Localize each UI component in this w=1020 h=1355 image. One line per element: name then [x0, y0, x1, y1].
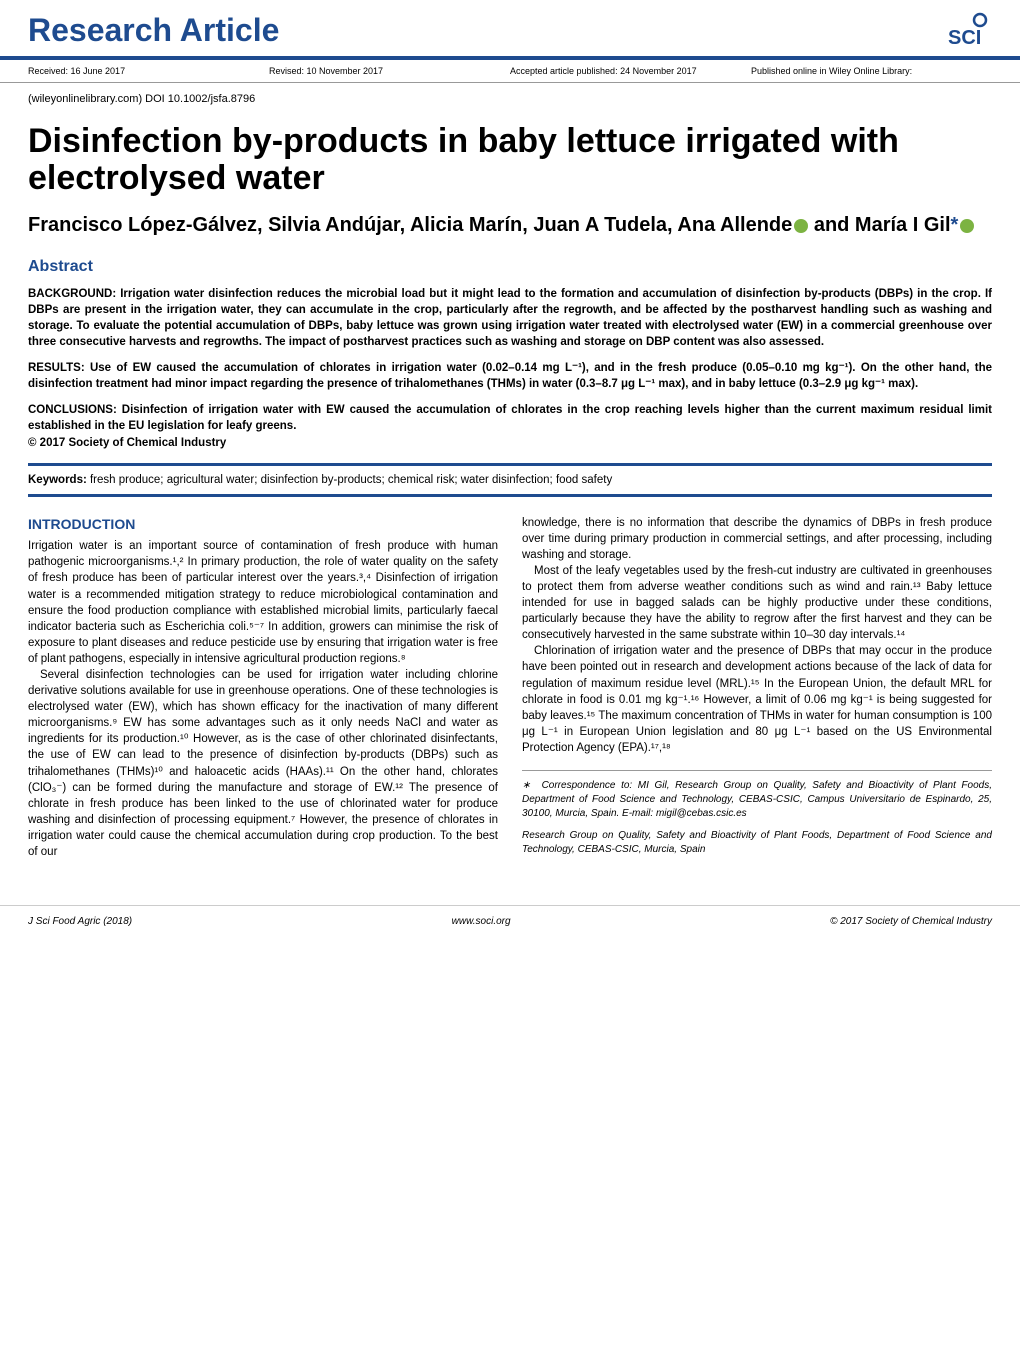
intro-p5: Chlorination of irrigation water and the… — [522, 643, 992, 756]
correspondence-text: ∗ Correspondence to: MI Gil, Research Gr… — [522, 779, 992, 821]
orcid-icon — [960, 219, 974, 233]
abstract-conclusions: CONCLUSIONS: Disinfection of irrigation … — [28, 402, 992, 450]
keywords-row: Keywords: fresh produce; agricultural wa… — [28, 463, 992, 497]
corresponding-asterisk: * — [951, 214, 959, 236]
intro-p3: knowledge, there is no information that … — [522, 515, 992, 563]
copyright-text: © 2017 Society of Chemical Industry — [28, 437, 226, 449]
meta-accepted: Accepted article published: 24 November … — [510, 66, 751, 76]
article-type: Research Article — [28, 12, 279, 49]
keywords-text: fresh produce; agricultural water; disin… — [87, 474, 612, 486]
meta-published: Published online in Wiley Online Library… — [751, 66, 992, 76]
article-title: Disinfection by-products in baby lettuce… — [28, 123, 992, 198]
abstract-results: RESULTS: Use of EW caused the accumulati… — [28, 360, 992, 392]
intro-p1: Irrigation water is an important source … — [28, 538, 498, 667]
header-bar: Research Article SCI — [0, 0, 1020, 60]
keywords-label: Keywords: — [28, 474, 87, 486]
doi-line: (wileyonlinelibrary.com) DOI 10.1002/jsf… — [0, 83, 1020, 115]
footer-right: © 2017 Society of Chemical Industry — [830, 916, 992, 927]
authors-last: and María I Gil — [808, 214, 950, 236]
meta-revised: Revised: 10 November 2017 — [269, 66, 510, 76]
intro-p2: Several disinfection technologies can be… — [28, 667, 498, 860]
page-footer: J Sci Food Agric (2018) www.soci.org © 2… — [0, 905, 1020, 937]
intro-p4: Most of the leafy vegetables used by the… — [522, 563, 992, 643]
meta-received: Received: 16 June 2017 — [28, 66, 269, 76]
correspondence-p1: Correspondence to: MI Gil, Research Grou… — [522, 780, 992, 819]
meta-row: Received: 16 June 2017 Revised: 10 Novem… — [0, 60, 1020, 83]
abstract-background: BACKGROUND: Irrigation water disinfectio… — [28, 286, 992, 350]
abstract-heading: Abstract — [28, 258, 992, 276]
authors-list: Francisco López-Gálvez, Silvia Andújar, … — [28, 214, 792, 236]
correspondence-block: ∗ Correspondence to: MI Gil, Research Gr… — [522, 770, 992, 857]
authors: Francisco López-Gálvez, Silvia Andújar, … — [28, 212, 992, 238]
footer-center: www.soci.org — [452, 916, 511, 927]
introduction-heading: INTRODUCTION — [28, 515, 498, 535]
orcid-icon — [794, 219, 808, 233]
affiliation-text: Research Group on Quality, Safety and Bi… — [522, 829, 992, 857]
left-column: INTRODUCTION Irrigation water is an impo… — [28, 515, 498, 865]
main-content: Disinfection by-products in baby lettuce… — [0, 115, 1020, 885]
right-column: knowledge, there is no information that … — [522, 515, 992, 865]
conclusions-text: CONCLUSIONS: Disinfection of irrigation … — [28, 404, 992, 432]
sci-logo: SCI — [944, 12, 992, 52]
footer-left: J Sci Food Agric (2018) — [28, 916, 132, 927]
svg-text:SCI: SCI — [948, 27, 981, 49]
two-column-body: INTRODUCTION Irrigation water is an impo… — [28, 515, 992, 865]
